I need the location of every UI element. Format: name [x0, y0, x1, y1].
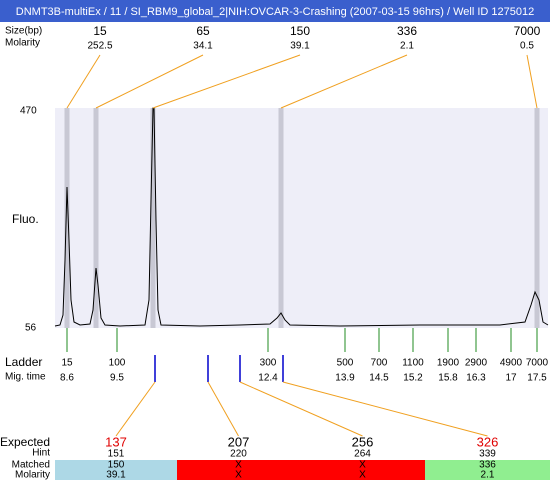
matched-molarity: 2.1 — [481, 470, 495, 480]
matched-size: X — [235, 460, 242, 471]
matched-row-label: Matched — [12, 460, 50, 471]
matched-molarity: X — [359, 470, 366, 480]
peak-size: 336 — [397, 24, 417, 38]
ladder-size: 2900 — [465, 358, 488, 369]
matched-size: X — [359, 460, 366, 471]
peak-band — [93, 108, 99, 328]
peak-connector — [152, 54, 301, 109]
title: DNMT3B-multiEx / 11 / SI_RBM9_global_2|N… — [16, 6, 534, 18]
expected-size: 137 — [105, 434, 127, 449]
peak-connector — [280, 54, 408, 109]
ladder-size: 700 — [371, 358, 388, 369]
ladder-time: 15.8 — [438, 373, 458, 384]
peak-molarity: 0.5 — [520, 41, 534, 52]
hint-size: 151 — [108, 449, 125, 460]
match-cell — [177, 460, 300, 480]
peak-band — [150, 108, 156, 328]
peak-size: 65 — [196, 24, 210, 38]
expected-size: 326 — [477, 434, 499, 449]
table-molarity-row-label: Molarity — [15, 470, 50, 480]
match-cell — [300, 460, 425, 480]
molarity-row-label: Molarity — [5, 38, 40, 49]
ladder-time: 8.6 — [60, 373, 74, 384]
title-bar — [0, 0, 550, 22]
ladder-size: 4900 — [500, 358, 523, 369]
peak-band — [534, 108, 540, 328]
hint-size: 220 — [230, 449, 247, 460]
ladder-size: 1900 — [437, 358, 460, 369]
matched-size: 336 — [479, 460, 496, 471]
match-cell — [425, 460, 550, 480]
ladder-size: 7000 — [526, 358, 549, 369]
hint-size: 339 — [479, 449, 496, 460]
ladder-size: 15 — [61, 358, 73, 369]
peak-molarity: 39.1 — [290, 41, 310, 52]
size-row-label: Size(bp) — [5, 26, 42, 37]
ladder-time: 14.5 — [369, 373, 389, 384]
expected-connector — [282, 381, 488, 437]
peak-molarity: 252.5 — [87, 41, 112, 52]
peak-connector — [95, 54, 204, 109]
peak-size: 150 — [290, 24, 310, 38]
peak-band — [278, 108, 284, 328]
expected-size: 207 — [228, 434, 250, 449]
ladder-time: 9.5 — [110, 373, 124, 384]
ladder-time: 17.5 — [527, 373, 547, 384]
plot-area — [55, 108, 548, 328]
y-min-label: 56 — [25, 323, 37, 334]
peak-size: 15 — [93, 24, 107, 38]
hint-row-label: Hint — [32, 448, 50, 459]
matched-size: 150 — [108, 460, 125, 471]
y-max-label: 470 — [20, 106, 37, 117]
peak-band — [64, 108, 70, 328]
ladder-size: 500 — [337, 358, 354, 369]
peak-size: 7000 — [514, 24, 541, 38]
expected-connector — [115, 381, 156, 437]
expected-size: 256 — [352, 434, 374, 449]
match-cell — [55, 460, 177, 480]
ladder-size: 300 — [260, 358, 277, 369]
peak-molarity: 2.1 — [400, 41, 414, 52]
matched-molarity: X — [235, 470, 242, 480]
ladder-size: 1100 — [402, 358, 424, 369]
expected-row-label: Expected — [0, 435, 50, 449]
peak-connector — [526, 54, 538, 109]
ladder-time: 16.3 — [466, 373, 486, 384]
ladder-time: 12.4 — [258, 373, 278, 384]
ladder-row-label: Ladder — [5, 355, 42, 369]
ladder-size: 100 — [109, 358, 126, 369]
ladder-time: 13.9 — [335, 373, 355, 384]
migtime-row-label: Mig. time — [5, 372, 46, 383]
matched-molarity: 39.1 — [106, 470, 126, 480]
expected-connector — [239, 381, 363, 437]
peak-molarity: 34.1 — [193, 41, 213, 52]
hint-size: 264 — [354, 449, 371, 460]
ladder-time: 15.2 — [403, 373, 423, 384]
y-axis-label: Fluo. — [12, 212, 39, 226]
peak-connector — [66, 54, 101, 109]
expected-connector — [207, 381, 239, 437]
ladder-time: 17 — [505, 373, 517, 384]
